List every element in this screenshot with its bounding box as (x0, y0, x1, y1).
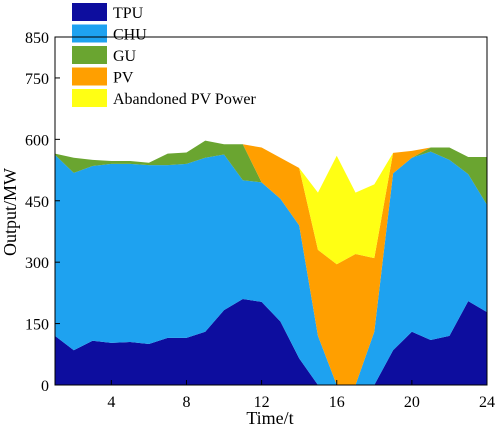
legend-label-chu: CHU (113, 27, 147, 44)
y-tick-label: 0 (41, 378, 49, 395)
y-tick-label: 600 (25, 132, 49, 149)
y-tick-label: 300 (25, 255, 49, 272)
x-tick-label: 12 (254, 394, 270, 411)
legend-swatch-chu (72, 24, 107, 43)
x-tick-label: 24 (479, 394, 495, 411)
x-tick-label: 8 (182, 394, 190, 411)
area-gu (55, 140, 487, 385)
legend-label-tpu: TPU (113, 5, 144, 22)
legend-swatch-pv (72, 67, 107, 86)
legend-swatch-gu (72, 46, 107, 64)
x-tick-label: 20 (404, 394, 420, 411)
y-tick-label: 450 (25, 194, 49, 211)
y-tick-label: 850 (25, 30, 49, 47)
x-tick-label: 4 (107, 394, 115, 411)
y-tick-label: 750 (25, 71, 49, 88)
series-areas (55, 140, 487, 385)
y-tick-label: 150 (25, 317, 49, 334)
plot-frame (54, 36, 488, 386)
legend-label-gu: GU (113, 48, 137, 65)
area-tpu (55, 299, 487, 385)
axes: 4 8 12 16 20 24 0 150 300 450 600 750 850 (25, 30, 495, 411)
legend-label-abandoned-pv-power: Abandoned PV Power (113, 91, 256, 108)
y-axis-title: Output/MW (0, 168, 20, 256)
legend-label-pv: PV (113, 70, 134, 87)
x-axis-title: Time/t (246, 408, 293, 428)
area-pv (55, 140, 487, 385)
legend: TPU CHU GU PV Abandoned PV Power (72, 3, 256, 108)
x-tick-label: 16 (329, 394, 345, 411)
legend-swatch-tpu (72, 3, 107, 21)
area-chu (55, 151, 487, 385)
legend-swatch-abandoned-pv-power (72, 89, 107, 107)
